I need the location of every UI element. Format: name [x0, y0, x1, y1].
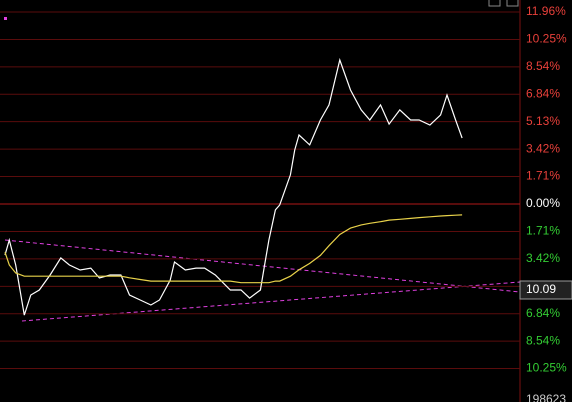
- trend-line: [4, 239, 521, 293]
- price-tag: 10.09: [526, 282, 556, 296]
- y-tick-label: 8.54%: [526, 59, 560, 73]
- y-tick-label: 10.25%: [526, 361, 567, 375]
- y-tick-label: 5.13%: [526, 114, 560, 128]
- icon-button[interactable]: [506, 0, 519, 7]
- marker-dot: [4, 17, 7, 20]
- y-tick-label: 3.42%: [526, 251, 560, 265]
- y-tick-label: 6.84%: [526, 86, 560, 100]
- y-tick-label: 8.54%: [526, 333, 560, 347]
- volume-label: 198623: [526, 392, 566, 402]
- price-line: [4, 57, 463, 316]
- y-tick-label: 0.00%: [526, 196, 560, 210]
- y-tick-label: 3.42%: [526, 141, 560, 155]
- plot: 11.96% 10.25% 8.54% 6.84% 5.13% 3.42% 1.71% 0.0…: [0, 4, 567, 375]
- price-line: [4, 214, 463, 284]
- y-tick-label: 1.71%: [526, 169, 560, 183]
- y-tick-label: 6.84%: [526, 306, 560, 320]
- y-tick-label: 11.96%: [526, 4, 566, 18]
- y-tick-label: 1.71%: [526, 224, 560, 238]
- trend-line: [21, 281, 521, 322]
- icon-button[interactable]: [488, 0, 501, 7]
- price-tag-box: [519, 280, 572, 300]
- y-tick-label: 10.25%: [526, 32, 567, 46]
